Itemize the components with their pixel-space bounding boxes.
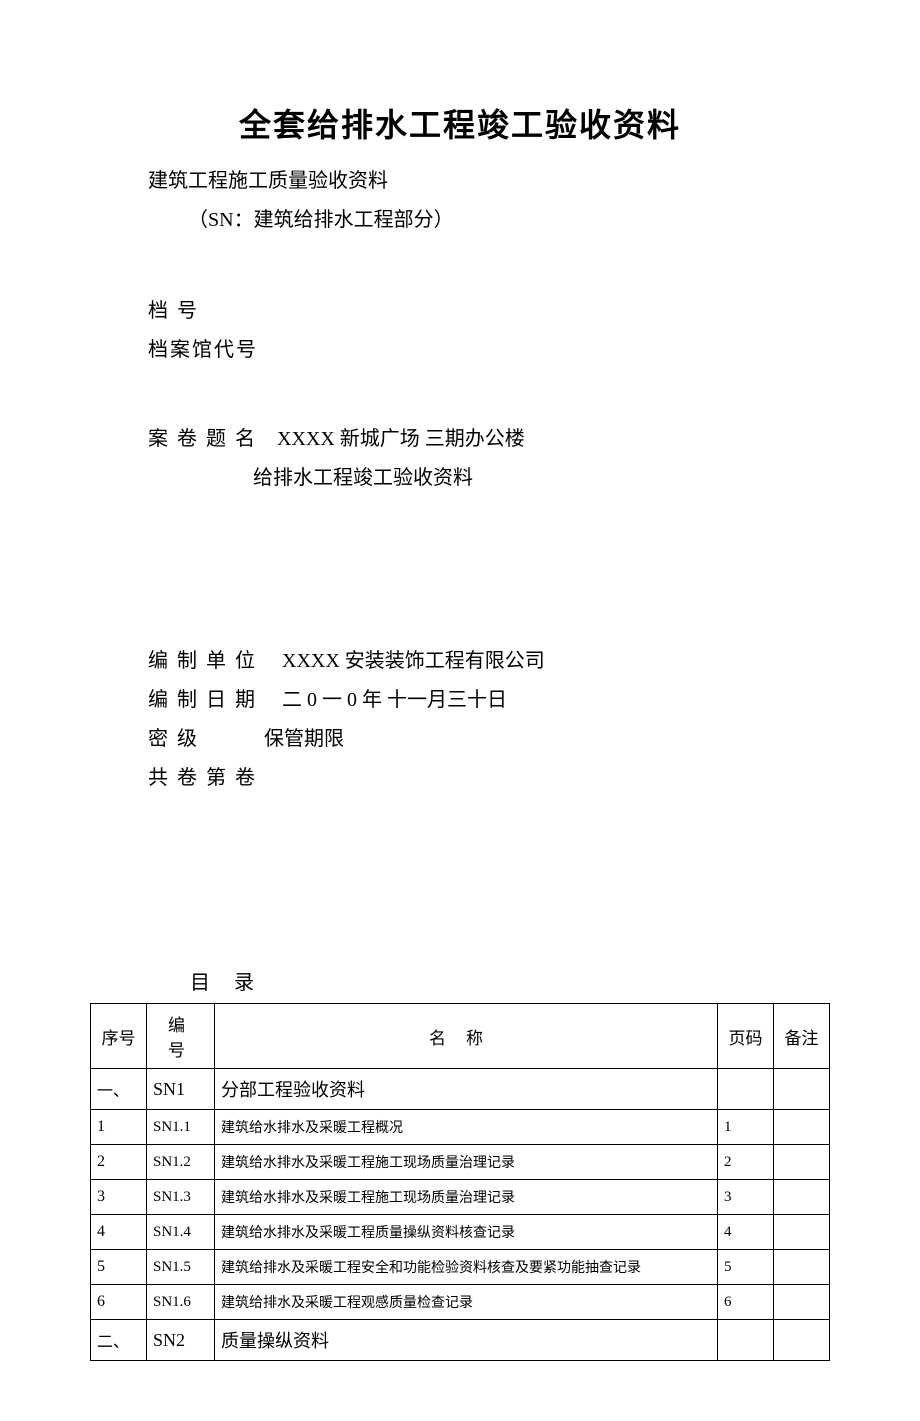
compile-unit-spacer xyxy=(262,650,282,672)
cell-note xyxy=(774,1180,830,1215)
archive-number-row: 档 号 xyxy=(148,294,830,329)
cell-seq: 2 xyxy=(91,1145,147,1180)
cell-note xyxy=(774,1285,830,1320)
compile-unit-label: 编 制 单 位 xyxy=(148,650,257,672)
cell-name: 建筑给排水及采暖工程安全和功能检验资料核查及要紧功能抽查记录 xyxy=(215,1250,718,1285)
table-row: 4SN1.4建筑给水排水及采暖工程质量操纵资料核查记录4 xyxy=(91,1215,830,1250)
cell-code: SN1 xyxy=(147,1069,215,1110)
cell-name: 建筑给排水及采暖工程观感质量检查记录 xyxy=(215,1285,718,1320)
header-note: 备注 xyxy=(774,1004,830,1069)
cell-seq: 6 xyxy=(91,1285,147,1320)
cell-code: SN1.6 xyxy=(147,1285,215,1320)
cell-seq: 二、 xyxy=(91,1320,147,1361)
cell-name: 建筑给水排水及采暖工程质量操纵资料核查记录 xyxy=(215,1215,718,1250)
cell-code: SN2 xyxy=(147,1320,215,1361)
cell-page: 3 xyxy=(718,1180,774,1215)
cell-code: SN1.3 xyxy=(147,1180,215,1215)
table-row: 2SN1.2建筑给水排水及采暖工程施工现场质量治理记录2 xyxy=(91,1145,830,1180)
table-body: 一、SN1分部工程验收资料1SN1.1建筑给水排水及采暖工程概况12SN1.2建… xyxy=(91,1069,830,1361)
cell-page: 1 xyxy=(718,1110,774,1145)
cell-page xyxy=(718,1320,774,1361)
compile-unit-row: 编 制 单 位 XXXX 安装装饰工程有限公司 xyxy=(148,644,830,679)
toc-table: 序号 编 号 名称 页码 备注 一、SN1分部工程验收资料1SN1.1建筑给水排… xyxy=(90,1003,830,1361)
cell-note xyxy=(774,1215,830,1250)
case-title-text: XXXX 新城广场 三期办公楼 xyxy=(277,428,525,450)
cell-name: 建筑给水排水及采暖工程概况 xyxy=(215,1110,718,1145)
cell-code: SN1.1 xyxy=(147,1110,215,1145)
case-title-value xyxy=(262,428,277,450)
cell-note xyxy=(774,1145,830,1180)
compile-date-spacer xyxy=(262,689,282,711)
cell-seq: 3 xyxy=(91,1180,147,1215)
retention-label: 保管期限 xyxy=(264,728,344,750)
archive-code-row: 档案馆代号 xyxy=(148,333,830,368)
volume-row: 共 卷 第 卷 xyxy=(148,761,830,796)
header-seq: 序号 xyxy=(91,1004,147,1069)
compile-unit-value: XXXX 安装装饰工程有限公司 xyxy=(282,650,545,672)
security-label: 密 级 xyxy=(148,728,199,750)
cell-page: 4 xyxy=(718,1215,774,1250)
cell-seq: 5 xyxy=(91,1250,147,1285)
subtitle-1: 建筑工程施工质量验收资料 xyxy=(148,164,830,199)
table-row: 6SN1.6建筑给排水及采暖工程观感质量检查记录6 xyxy=(91,1285,830,1320)
case-title-row: 案 卷 题 名 XXXX 新城广场 三期办公楼 xyxy=(148,422,830,457)
compile-date-label: 编 制 日 期 xyxy=(148,689,257,711)
table-row: 5SN1.5建筑给排水及采暖工程安全和功能检验资料核查及要紧功能抽查记录5 xyxy=(91,1250,830,1285)
main-title: 全套给排水工程竣工验收资料 xyxy=(90,100,830,146)
security-row: 密 级 保管期限 xyxy=(148,722,830,757)
header-code: 编 号 xyxy=(147,1004,215,1069)
cell-code: SN1.5 xyxy=(147,1250,215,1285)
cell-seq: 一、 xyxy=(91,1069,147,1110)
case-title-row-2: 给排水工程竣工验收资料 xyxy=(253,461,830,496)
table-row: 3SN1.3 建筑给水排水及采暖工程施工现场质量治理记录3 xyxy=(91,1180,830,1215)
header-page: 页码 xyxy=(718,1004,774,1069)
cell-seq: 4 xyxy=(91,1215,147,1250)
document-page: 全套给排水工程竣工验收资料 建筑工程施工质量验收资料 （SN：建筑给排水工程部分… xyxy=(0,0,920,1421)
cell-name: 质量操纵资料 xyxy=(215,1320,718,1361)
cell-page: 5 xyxy=(718,1250,774,1285)
compile-date-row: 编 制 日 期 二 0 一 0 年 十一月三十日 xyxy=(148,683,830,718)
table-row: 一、SN1分部工程验收资料 xyxy=(91,1069,830,1110)
cell-code: SN1.4 xyxy=(147,1215,215,1250)
compile-date-value: 二 0 一 0 年 十一月三十日 xyxy=(282,689,507,711)
cell-page xyxy=(718,1069,774,1110)
cell-seq: 1 xyxy=(91,1110,147,1145)
cell-page: 2 xyxy=(718,1145,774,1180)
volume-label: 共 卷 第 卷 xyxy=(148,767,257,789)
compile-block: 编 制 单 位 XXXX 安装装饰工程有限公司 编 制 日 期 二 0 一 0 … xyxy=(148,644,830,796)
cell-code: SN1.2 xyxy=(147,1145,215,1180)
cell-name: 分部工程验收资料 xyxy=(215,1069,718,1110)
cell-note xyxy=(774,1250,830,1285)
table-header-row: 序号 编 号 名称 页码 备注 xyxy=(91,1004,830,1069)
cell-note xyxy=(774,1069,830,1110)
case-title-label: 案 卷 题 名 xyxy=(148,428,257,450)
archive-number-label: 档 号 xyxy=(148,300,199,322)
toc-title: 目录 xyxy=(190,966,830,995)
cell-note xyxy=(774,1110,830,1145)
cell-page: 6 xyxy=(718,1285,774,1320)
cell-note xyxy=(774,1320,830,1361)
table-row: 1SN1.1建筑给水排水及采暖工程概况1 xyxy=(91,1110,830,1145)
retention-spacer xyxy=(204,728,264,750)
archive-code-label: 档案馆代号 xyxy=(148,339,258,361)
cell-name: 建筑给水排水及采暖工程施工现场质量治理记录 xyxy=(215,1180,718,1215)
header-name: 名称 xyxy=(215,1004,718,1069)
header-info: 建筑工程施工质量验收资料 （SN：建筑给排水工程部分） 档 号 档案馆代号 案 … xyxy=(148,164,830,796)
cell-name: 建筑给水排水及采暖工程施工现场质量治理记录 xyxy=(215,1145,718,1180)
subtitle-2: （SN：建筑给排水工程部分） xyxy=(188,203,830,238)
case-title-value-2: 给排水工程竣工验收资料 xyxy=(253,467,473,489)
table-row: 二、SN2质量操纵资料 xyxy=(91,1320,830,1361)
